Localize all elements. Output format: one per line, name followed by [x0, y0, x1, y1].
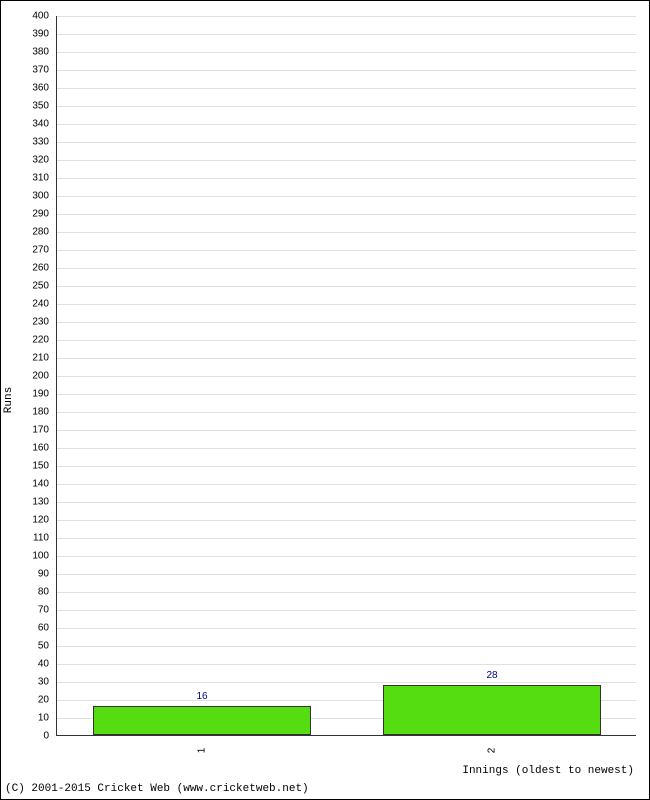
ytick-label: 140: [9, 479, 49, 490]
gridline: [57, 466, 636, 467]
ytick-label: 240: [9, 299, 49, 310]
gridline: [57, 682, 636, 683]
xtick-label: 1: [197, 748, 208, 754]
ytick-label: 40: [9, 659, 49, 670]
ytick-label: 10: [9, 713, 49, 724]
bar: [93, 706, 311, 735]
gridline: [57, 394, 636, 395]
ytick-label: 220: [9, 335, 49, 346]
ytick-label: 70: [9, 605, 49, 616]
chart-frame: Runs 161282 Innings (oldest to newest) (…: [0, 0, 650, 800]
ytick-label: 20: [9, 695, 49, 706]
gridline: [57, 250, 636, 251]
plot-area: 161282: [56, 16, 636, 736]
ytick-label: 370: [9, 65, 49, 76]
gridline: [57, 232, 636, 233]
gridline: [57, 430, 636, 431]
ytick-label: 400: [9, 11, 49, 22]
gridline: [57, 376, 636, 377]
gridline: [57, 304, 636, 305]
ytick-label: 90: [9, 569, 49, 580]
bar-value-label: 16: [196, 691, 207, 702]
gridline: [57, 196, 636, 197]
ytick-label: 130: [9, 497, 49, 508]
gridline: [57, 16, 636, 17]
gridline: [57, 502, 636, 503]
ytick-label: 260: [9, 263, 49, 274]
gridline: [57, 484, 636, 485]
gridline: [57, 646, 636, 647]
copyright-text: (C) 2001-2015 Cricket Web (www.cricketwe…: [5, 783, 309, 795]
xtick-label: 2: [487, 748, 498, 754]
gridline: [57, 52, 636, 53]
gridline: [57, 448, 636, 449]
gridline: [57, 34, 636, 35]
ytick-label: 200: [9, 371, 49, 382]
gridline: [57, 268, 636, 269]
ytick-label: 100: [9, 551, 49, 562]
gridline: [57, 520, 636, 521]
gridline: [57, 70, 636, 71]
ytick-label: 0: [9, 731, 49, 742]
gridline: [57, 574, 636, 575]
gridline: [57, 322, 636, 323]
gridline: [57, 286, 636, 287]
ytick-label: 30: [9, 677, 49, 688]
gridline: [57, 358, 636, 359]
ytick-label: 160: [9, 443, 49, 454]
ytick-label: 180: [9, 407, 49, 418]
ytick-label: 390: [9, 29, 49, 40]
gridline: [57, 88, 636, 89]
gridline: [57, 664, 636, 665]
ytick-label: 210: [9, 353, 49, 364]
ytick-label: 120: [9, 515, 49, 526]
bar: [383, 685, 601, 735]
ytick-label: 110: [9, 533, 49, 544]
ytick-label: 300: [9, 191, 49, 202]
ytick-label: 340: [9, 119, 49, 130]
ytick-label: 330: [9, 137, 49, 148]
gridline: [57, 178, 636, 179]
x-axis-title: Innings (oldest to newest): [462, 765, 634, 777]
gridline: [57, 160, 636, 161]
ytick-label: 320: [9, 155, 49, 166]
gridline: [57, 628, 636, 629]
bar-value-label: 28: [486, 670, 497, 681]
ytick-label: 380: [9, 47, 49, 58]
ytick-label: 360: [9, 83, 49, 94]
ytick-label: 190: [9, 389, 49, 400]
ytick-label: 250: [9, 281, 49, 292]
gridline: [57, 214, 636, 215]
gridline: [57, 592, 636, 593]
gridline: [57, 538, 636, 539]
gridline: [57, 556, 636, 557]
ytick-label: 60: [9, 623, 49, 634]
gridline: [57, 610, 636, 611]
gridline: [57, 106, 636, 107]
ytick-label: 150: [9, 461, 49, 472]
ytick-label: 350: [9, 101, 49, 112]
ytick-label: 230: [9, 317, 49, 328]
gridline: [57, 412, 636, 413]
ytick-label: 80: [9, 587, 49, 598]
ytick-label: 50: [9, 641, 49, 652]
ytick-label: 270: [9, 245, 49, 256]
ytick-label: 290: [9, 209, 49, 220]
gridline: [57, 124, 636, 125]
ytick-label: 310: [9, 173, 49, 184]
ytick-label: 280: [9, 227, 49, 238]
gridline: [57, 142, 636, 143]
gridline: [57, 340, 636, 341]
ytick-label: 170: [9, 425, 49, 436]
